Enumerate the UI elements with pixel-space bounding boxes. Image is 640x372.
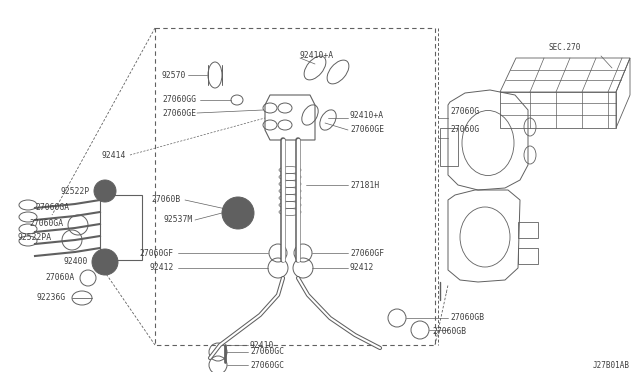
Text: 92412: 92412 xyxy=(150,263,174,273)
Circle shape xyxy=(234,209,242,217)
Circle shape xyxy=(99,256,111,268)
Bar xyxy=(518,248,538,264)
Text: 27060GC: 27060GC xyxy=(250,360,284,369)
Text: 27181H: 27181H xyxy=(350,180,380,189)
Text: J27B01AB: J27B01AB xyxy=(593,360,630,369)
Text: 92537M: 92537M xyxy=(164,215,193,224)
Text: 27060GG: 27060GG xyxy=(163,96,197,105)
Text: SEC.270: SEC.270 xyxy=(549,43,581,52)
Text: 27060GF: 27060GF xyxy=(350,248,384,257)
Text: 92410+A: 92410+A xyxy=(350,112,384,121)
Text: 27060G: 27060G xyxy=(450,108,479,116)
Circle shape xyxy=(92,249,118,275)
Bar xyxy=(155,28,435,345)
Circle shape xyxy=(94,180,116,202)
Circle shape xyxy=(230,205,246,221)
Text: 92236G: 92236G xyxy=(36,294,66,302)
Text: 27060GA: 27060GA xyxy=(30,218,64,228)
Text: 92414: 92414 xyxy=(102,151,126,160)
Text: 27060GE: 27060GE xyxy=(350,125,384,134)
Text: 27060GB: 27060GB xyxy=(432,327,466,337)
Text: 27060GB: 27060GB xyxy=(450,314,484,323)
Text: 92410: 92410 xyxy=(250,340,275,350)
Text: 92522P: 92522P xyxy=(61,186,90,196)
Bar xyxy=(440,128,458,166)
Circle shape xyxy=(100,186,110,196)
Bar xyxy=(100,195,142,260)
Text: 92400: 92400 xyxy=(63,257,88,266)
Text: 92412: 92412 xyxy=(350,263,374,273)
Text: 27060GA: 27060GA xyxy=(36,203,70,212)
Text: 27060B: 27060B xyxy=(152,196,181,205)
Circle shape xyxy=(222,197,254,229)
Text: 27060G: 27060G xyxy=(450,125,479,135)
Text: 27060GC: 27060GC xyxy=(250,347,284,356)
Bar xyxy=(518,222,538,238)
Text: 27060GF: 27060GF xyxy=(140,248,174,257)
Text: 92570: 92570 xyxy=(162,71,186,80)
Text: 92522PA: 92522PA xyxy=(18,232,52,241)
Text: 27060A: 27060A xyxy=(45,273,75,282)
Text: 92410+A: 92410+A xyxy=(300,51,334,61)
Text: 27060GE: 27060GE xyxy=(163,109,197,118)
